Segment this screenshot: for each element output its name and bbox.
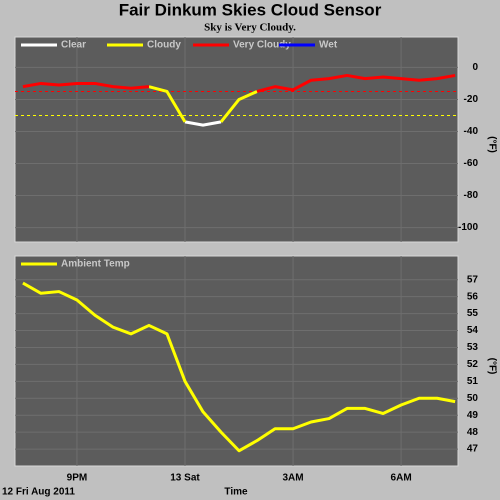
y-tick-label: 54 [467, 325, 479, 336]
chart-subtitle: Sky is Very Cloudy. [204, 22, 296, 34]
y-tick-label: -80 [464, 190, 479, 201]
y-axis-label: (°F) [486, 136, 497, 153]
legend-label: Wet [319, 40, 338, 51]
legend-label: Cloudy [147, 40, 181, 51]
legend-label: Very Cloudy [233, 40, 291, 51]
legend-label: Ambient Temp [61, 259, 130, 270]
y-tick-label: -100 [458, 222, 478, 233]
y-axis-label: (°F) [486, 358, 497, 375]
y-tick-label: 47 [467, 444, 479, 455]
x-tick-label: 3AM [282, 473, 303, 484]
y-tick-label: 55 [467, 308, 479, 319]
y-tick-label: 56 [467, 291, 479, 302]
y-tick-label: 0 [472, 62, 478, 73]
plot-area [14, 36, 459, 243]
x-tick-label: 13 Sat [170, 473, 200, 484]
legend-label: Clear [61, 40, 86, 51]
x-tick-label: 9PM [67, 473, 88, 484]
y-tick-label: 48 [467, 427, 479, 438]
y-tick-label: -60 [464, 158, 479, 169]
y-tick-label: 52 [467, 359, 479, 370]
y-tick-label: 51 [467, 376, 479, 387]
plot-area [14, 255, 459, 467]
data-line [22, 281, 456, 453]
x-axis-label: Time [224, 487, 248, 498]
data-line [148, 85, 258, 123]
x-tick-label: 6AM [391, 473, 412, 484]
y-tick-label: 53 [467, 342, 479, 353]
y-tick-label: 49 [467, 410, 479, 421]
y-tick-label: 57 [467, 274, 479, 285]
data-line [184, 120, 222, 127]
date-label: 12 Fri Aug 2011 [2, 487, 75, 498]
y-tick-label: -40 [464, 126, 479, 137]
y-tick-label: -20 [464, 94, 479, 105]
y-tick-label: 50 [467, 393, 479, 404]
chart-title: Fair Dinkum Skies Cloud Sensor [119, 0, 382, 19]
data-line [22, 73, 456, 93]
